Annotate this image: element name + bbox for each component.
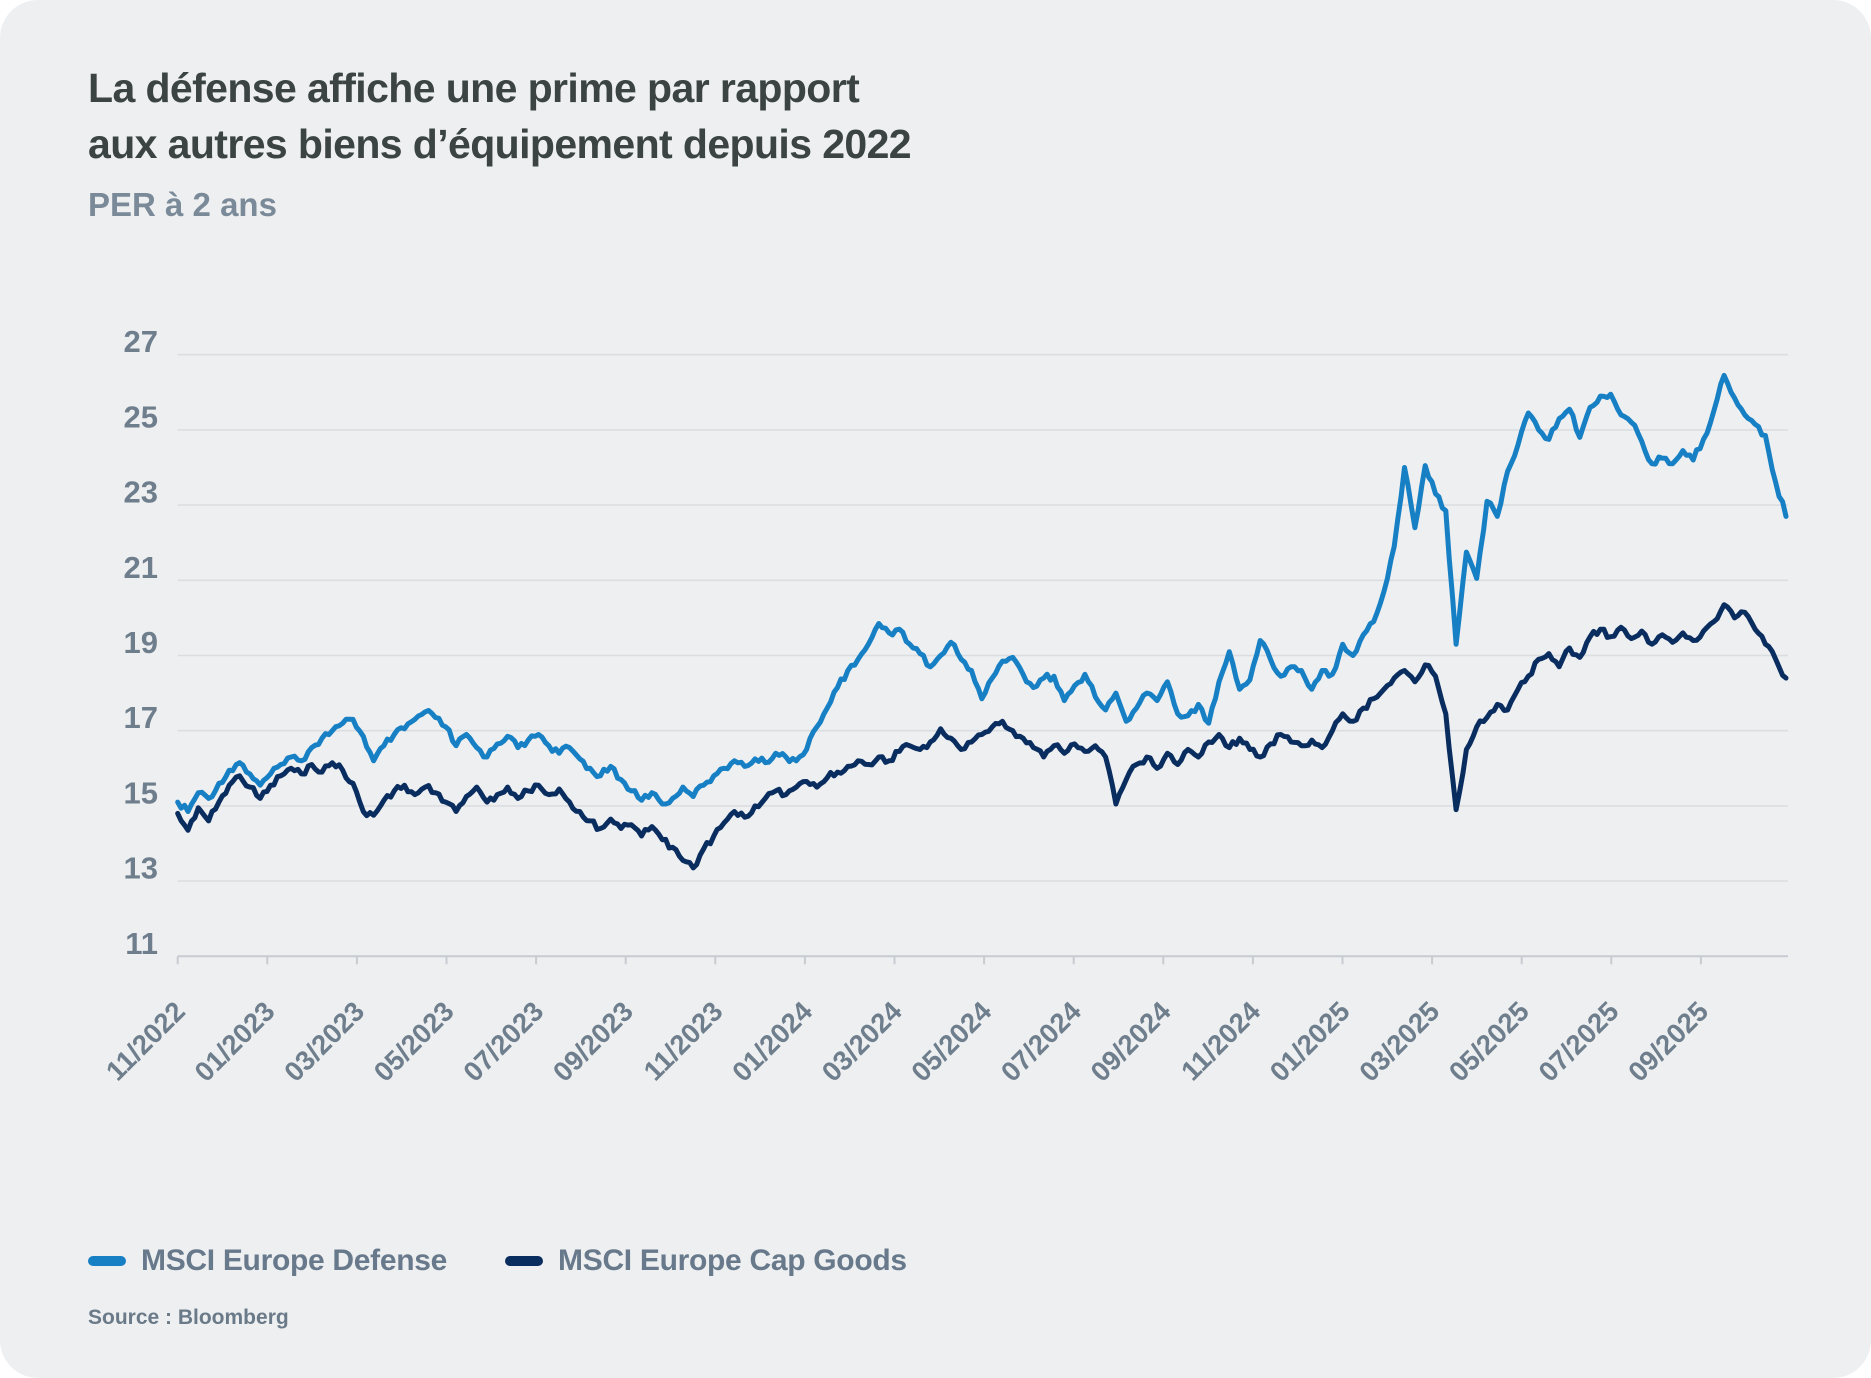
y-axis-label: 15: [124, 775, 158, 810]
legend-item-defense: MSCI Europe Defense: [88, 1244, 447, 1278]
x-axis-label: 07/2023: [457, 995, 549, 1087]
series-line-defense: [175, 372, 1789, 814]
y-axis-label: 25: [124, 399, 158, 434]
x-axis-label: 03/2025: [1353, 995, 1445, 1087]
legend-item-cap-goods: MSCI Europe Cap Goods: [505, 1244, 907, 1278]
x-axis-label: 01/2023: [188, 995, 280, 1087]
page-title-line-2: aux autres biens d’équipement depuis 202…: [88, 121, 912, 167]
source-note: Source : Bloomberg: [88, 1306, 289, 1329]
chart-legend: MSCI Europe Defense MSCI Europe Cap Good…: [88, 1244, 907, 1278]
y-axis-label: 13: [124, 851, 158, 886]
x-axis-label: 11/2022: [100, 995, 191, 1086]
legend-label-cap-goods: MSCI Europe Cap Goods: [558, 1244, 907, 1277]
page-title-line-1: La défense affiche une prime par rapport: [88, 65, 860, 111]
x-axis-label: 07/2024: [995, 995, 1088, 1088]
x-axis-label: 09/2023: [547, 995, 639, 1087]
page-title: La défense affiche une prime par rapport…: [88, 60, 912, 172]
x-axis-label: 05/2025: [1443, 995, 1535, 1087]
y-axis-label: 17: [124, 700, 158, 735]
y-axis-label: 11: [125, 926, 158, 961]
y-axis-label: 19: [124, 625, 158, 660]
x-axis-label: 05/2024: [905, 995, 998, 1088]
x-axis-label: 07/2025: [1532, 995, 1624, 1087]
y-axis-label: 21: [124, 550, 158, 585]
legend-swatch-cap-goods-icon: [505, 1256, 544, 1266]
y-axis-label: 27: [124, 324, 158, 359]
x-axis-label: 03/2023: [278, 995, 370, 1087]
x-axis-label: 03/2024: [816, 995, 909, 1088]
x-axis-label: 11/2023: [637, 995, 728, 1086]
x-axis-label: 09/2024: [1084, 995, 1177, 1088]
x-axis-label: 01/2025: [1264, 995, 1356, 1087]
legend-swatch-defense-icon: [88, 1256, 126, 1266]
legend-label-defense: MSCI Europe Defense: [141, 1244, 448, 1277]
x-axis-label: 09/2025: [1622, 995, 1714, 1087]
series-line-cap-goods: [175, 602, 1789, 871]
x-axis-label: 11/2024: [1175, 995, 1267, 1087]
y-axis-label: 23: [124, 475, 158, 510]
x-axis-label: 05/2023: [368, 995, 460, 1087]
chart-subtitle: PER à 2 ans: [88, 186, 277, 223]
x-axis-label: 01/2024: [726, 995, 819, 1088]
